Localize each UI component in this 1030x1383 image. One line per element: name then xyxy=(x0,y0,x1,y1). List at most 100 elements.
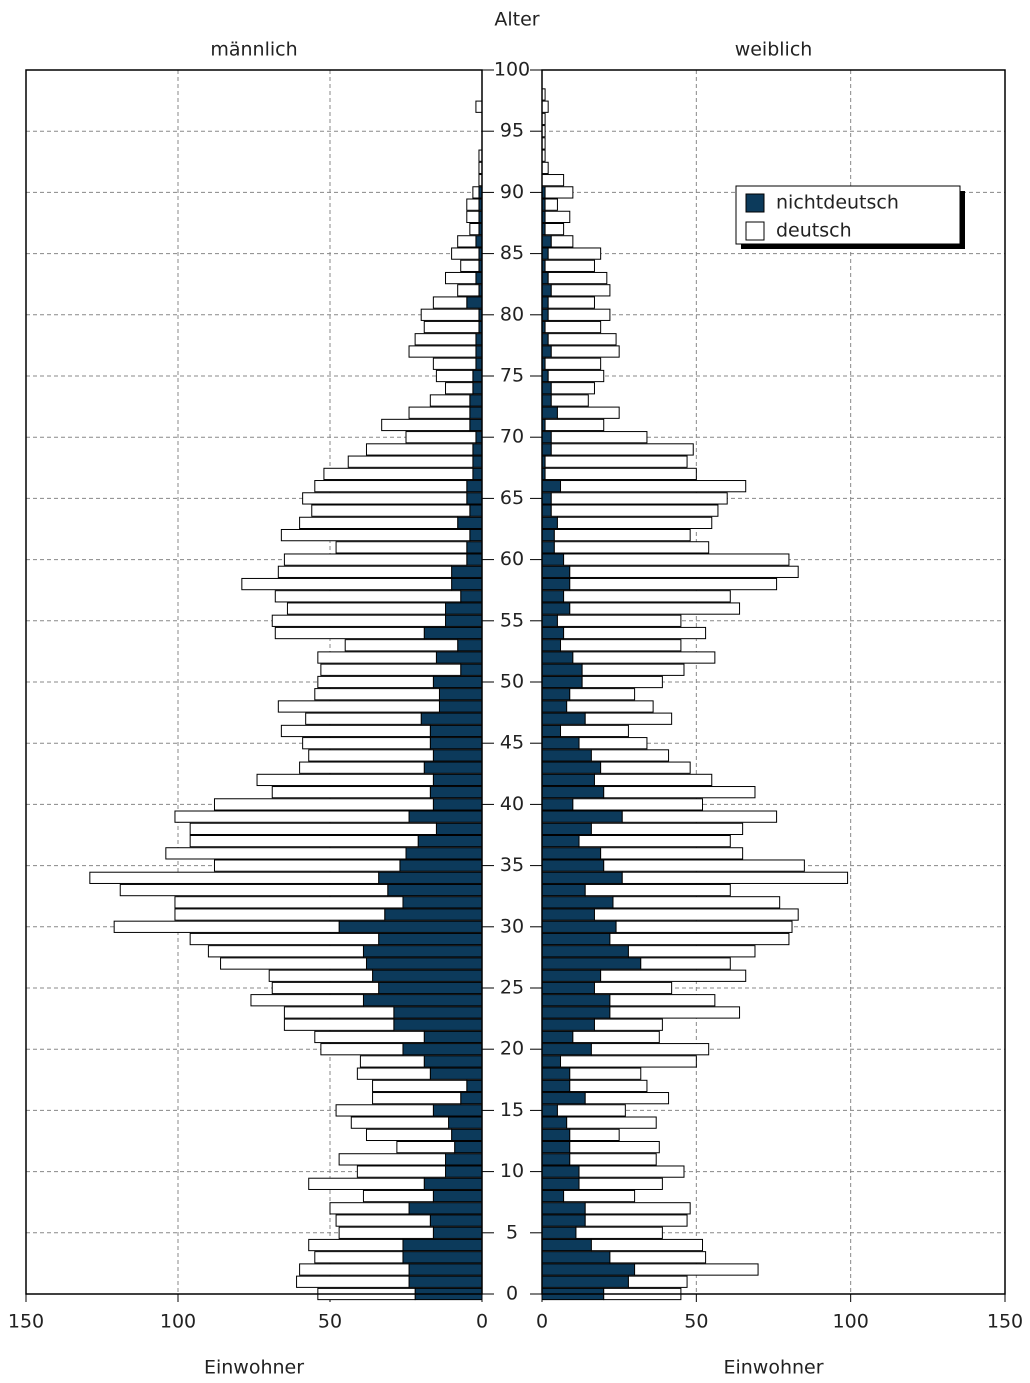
bar xyxy=(547,333,617,346)
bar xyxy=(165,847,407,860)
bar xyxy=(556,516,713,530)
bar xyxy=(466,296,483,309)
bar xyxy=(541,981,595,995)
bar xyxy=(469,528,483,542)
bar xyxy=(541,1128,571,1142)
bar xyxy=(314,688,440,701)
bar xyxy=(189,834,419,848)
bar xyxy=(541,1092,586,1105)
bar xyxy=(308,1177,425,1190)
bar xyxy=(550,504,719,517)
bar xyxy=(365,1128,453,1142)
y-axis-label: Alter xyxy=(494,9,539,31)
bar xyxy=(541,651,574,664)
bar xyxy=(435,822,483,836)
bar xyxy=(556,1104,626,1117)
y-tick-label: 60 xyxy=(500,548,524,570)
bar xyxy=(320,663,462,676)
bar xyxy=(593,981,673,995)
bar xyxy=(338,1153,447,1166)
bar xyxy=(541,590,565,603)
bar xyxy=(550,443,694,456)
bar xyxy=(581,675,663,689)
bar xyxy=(429,786,483,799)
bar xyxy=(541,296,549,309)
bar xyxy=(250,994,364,1007)
bar xyxy=(362,1189,434,1203)
bar xyxy=(569,1153,657,1166)
bar xyxy=(408,1202,483,1215)
bar xyxy=(556,614,682,627)
bar xyxy=(541,369,549,383)
bar xyxy=(541,724,562,738)
bar xyxy=(541,235,552,248)
bar xyxy=(408,406,471,419)
bar xyxy=(432,675,483,689)
bar xyxy=(372,1092,462,1105)
bar xyxy=(541,859,605,872)
bar xyxy=(466,492,483,505)
bar xyxy=(475,271,483,285)
bar xyxy=(420,712,483,725)
bar xyxy=(541,333,549,346)
bar xyxy=(575,1226,663,1239)
bar xyxy=(541,834,580,848)
legend-swatch xyxy=(745,193,765,213)
bar xyxy=(466,541,483,554)
bar xyxy=(584,883,731,897)
bar xyxy=(609,1251,707,1264)
bar xyxy=(347,455,474,468)
bar xyxy=(335,1214,431,1227)
bar xyxy=(283,553,468,566)
bar xyxy=(541,565,571,578)
legend-swatch xyxy=(745,221,765,241)
bar xyxy=(296,1275,410,1288)
bar xyxy=(541,1214,586,1227)
bar xyxy=(541,920,617,933)
bar xyxy=(283,1018,395,1031)
bar xyxy=(572,651,716,664)
bar xyxy=(544,210,571,224)
bar xyxy=(569,1079,648,1093)
bar xyxy=(560,724,629,738)
bar xyxy=(457,516,483,530)
bar xyxy=(469,222,480,236)
bar xyxy=(365,957,483,970)
bar xyxy=(399,859,483,872)
bar xyxy=(454,1140,483,1154)
bar xyxy=(541,1104,558,1117)
bar xyxy=(372,1079,468,1093)
bar xyxy=(544,467,697,481)
bar xyxy=(475,235,483,248)
bar xyxy=(600,847,744,860)
bar xyxy=(609,994,716,1007)
bar xyxy=(541,688,571,701)
bar xyxy=(541,1202,586,1215)
bar xyxy=(541,798,574,811)
bar xyxy=(590,749,670,762)
bar xyxy=(541,749,592,762)
bar xyxy=(547,247,602,260)
bar xyxy=(560,639,682,652)
bar xyxy=(213,859,401,872)
bar xyxy=(207,945,364,958)
bar xyxy=(457,639,483,652)
bar xyxy=(541,1055,562,1068)
bar xyxy=(541,883,586,897)
bar xyxy=(423,1030,483,1044)
bar xyxy=(305,712,422,725)
bar xyxy=(541,908,595,921)
y-tick-label: 70 xyxy=(500,426,524,448)
bar xyxy=(220,957,367,970)
bar xyxy=(541,1140,571,1154)
bar xyxy=(547,308,611,321)
bar xyxy=(432,357,477,370)
bar xyxy=(541,1177,580,1190)
bar xyxy=(584,1202,691,1215)
bar xyxy=(541,945,629,958)
bar xyxy=(432,296,468,309)
bar xyxy=(541,822,592,836)
bar xyxy=(578,834,731,848)
bar xyxy=(445,602,483,615)
